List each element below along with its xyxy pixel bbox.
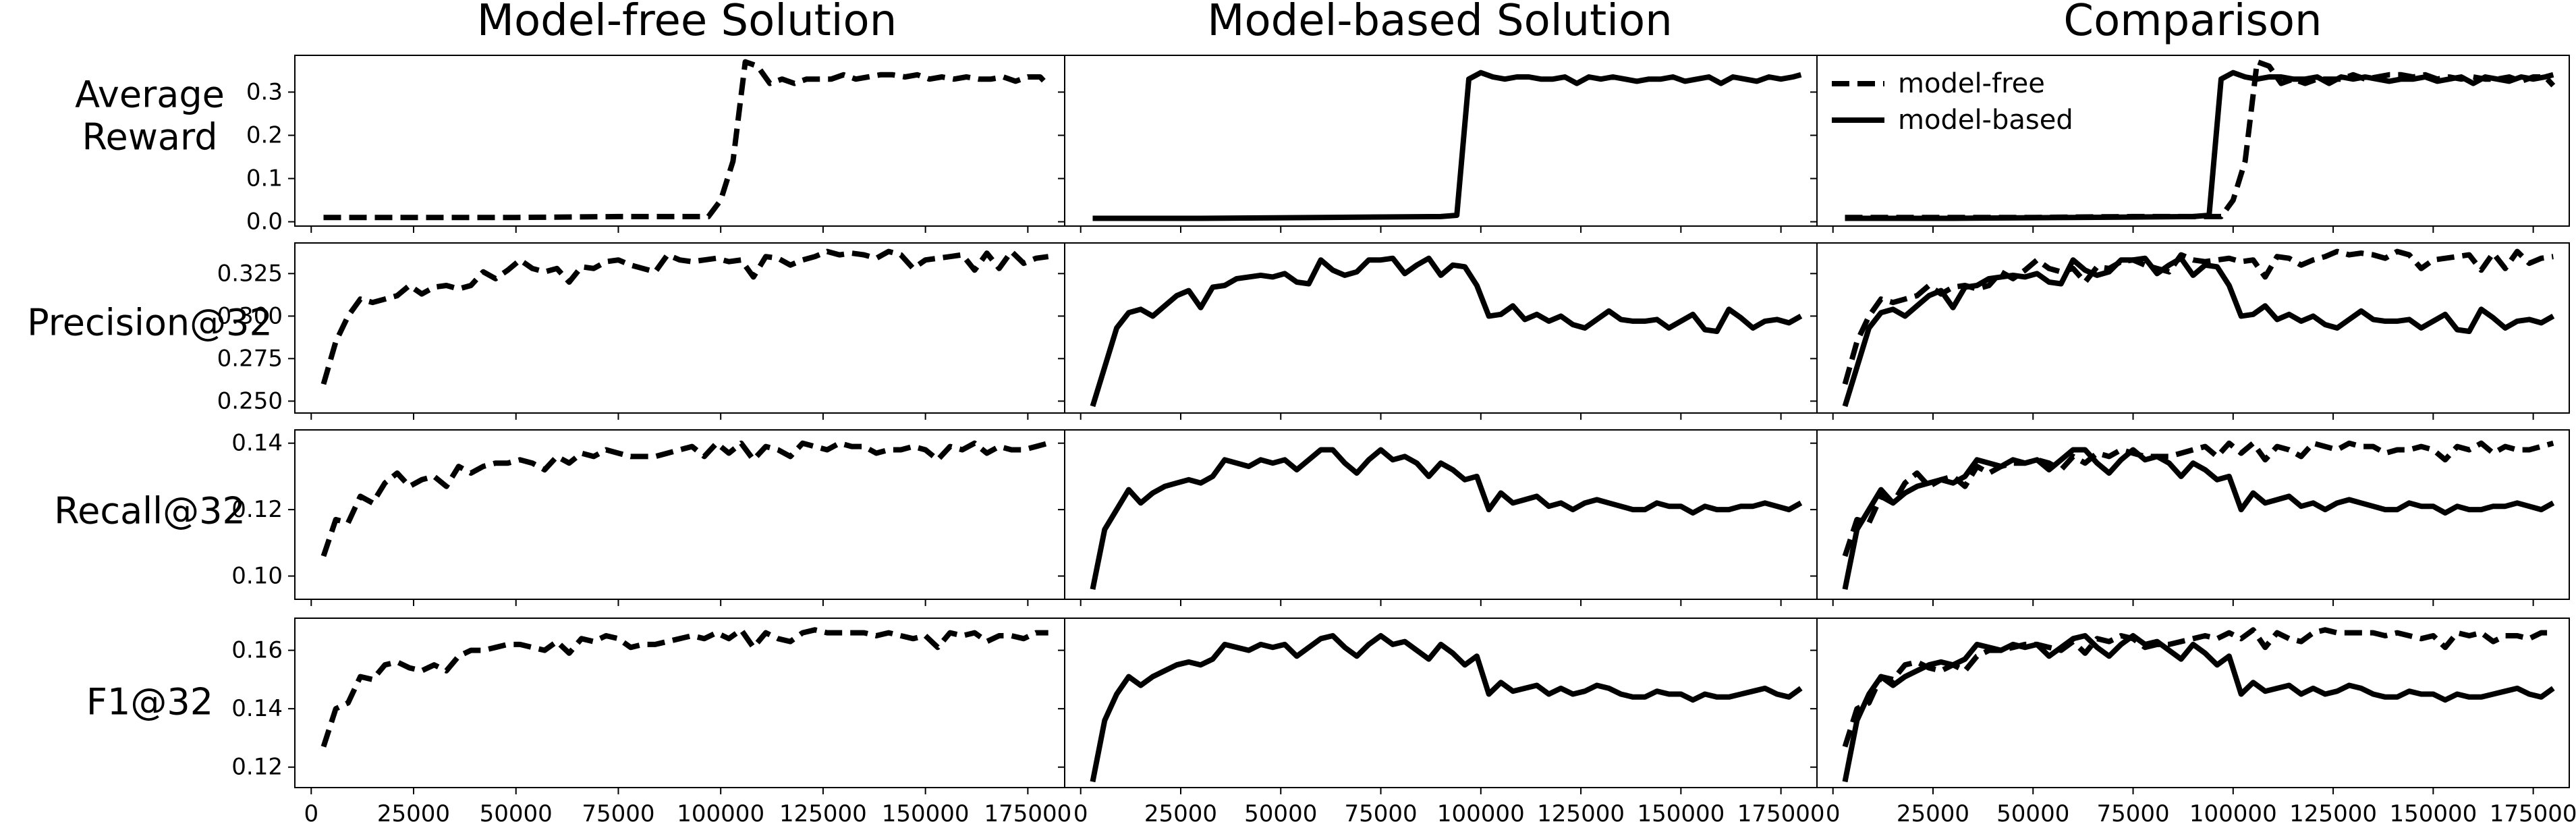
y-tick-label: 0.2 [246, 121, 283, 148]
panel-r3-c1: 0.10 0.12 0.14 [231, 429, 1065, 606]
model-free-series-line [320, 440, 1049, 557]
panel-r3-c2 [1058, 429, 1818, 606]
y-tick-label: 0.12 [231, 496, 283, 523]
legend: model-free model-based [1832, 68, 2073, 136]
panel-r2-c1: 0.250 0.275 0.300 0.325 [217, 242, 1065, 420]
panel-r2-c2 [1058, 242, 1818, 420]
panel-frame [1816, 618, 2570, 788]
panel-grid: 0.00.10.20.3 model-freemodel-based0.2500.… [217, 55, 2576, 822]
model-based-series-line [1842, 633, 2555, 783]
x-tick-label: 150000 [2389, 800, 2477, 822]
panel-r1-c2 [1058, 55, 1818, 233]
x-tick-label: 75000 [582, 800, 654, 822]
row-label-1-line-2: Reward [82, 116, 217, 159]
panel-frame [294, 242, 1065, 414]
y-tick-label: 0.1 [246, 165, 283, 192]
x-tick-label: 25000 [377, 800, 450, 822]
panel-frame [1816, 429, 2570, 600]
model-free-series-line [320, 248, 1049, 385]
model-free-series-line [320, 627, 1048, 748]
panel-r4-c3: 0 25000 50000 75000 100000 125000 150000 175000 [1810, 618, 2576, 822]
panel-frame [1064, 429, 1818, 600]
panel-frame [1816, 242, 2570, 414]
y-tick-label: 0.3 [246, 78, 283, 105]
y-tick-label: 0.300 [217, 302, 283, 329]
x-tick-label: 75000 [2096, 800, 2169, 822]
y-tick-label: 0.10 [231, 563, 283, 590]
x-tick-label: 100000 [2189, 800, 2277, 822]
x-tick-label: 50000 [480, 800, 553, 822]
x-tick-label: 175000 [1737, 800, 1825, 822]
x-tick-label: 125000 [1537, 800, 1625, 822]
legend-label-model-free: model-free [1898, 68, 2045, 99]
legend-label-model-based: model-based [1898, 105, 2073, 136]
y-tick-label: 0.0 [246, 209, 283, 236]
panel-frame [1064, 55, 1818, 227]
row-label-4-line-1: F1@32 [86, 681, 213, 723]
panel-r1-c1: 0.0 0.1 0.2 0.3 [246, 55, 1065, 236]
y-tick-label: 0.275 [217, 345, 283, 372]
y-tick-label: 0.12 [231, 754, 283, 781]
x-tick-label: 175000 [984, 800, 1071, 822]
x-tick-label: 150000 [882, 800, 970, 822]
column-title-3: Comparison [2063, 0, 2322, 46]
model-based-series-line [1092, 70, 1802, 221]
model-based-series-line [1090, 633, 1803, 783]
panel-r1-c3: model-free model-based [1810, 55, 2570, 233]
panel-r3-c3 [1810, 429, 2570, 606]
x-tick-label: 125000 [2289, 800, 2377, 822]
x-tick-label: 150000 [1637, 800, 1725, 822]
x-tick-label: 50000 [1996, 800, 2069, 822]
x-tick-label: 25000 [1144, 800, 1217, 822]
y-tick-label: 0.14 [231, 430, 283, 457]
model-free-series-line [1842, 440, 2554, 557]
model-free-series-line [323, 59, 1051, 221]
model-based-series-line [1090, 447, 1803, 590]
panel-r4-c1: 0 25000 50000 75000 100000 125000 150000 175000… [231, 618, 1071, 822]
x-tick-label: 100000 [1437, 800, 1525, 822]
column-titles: Model-free Solution Model-based Solution C… [477, 0, 2322, 46]
column-title-2: Model-based Solution [1207, 0, 1673, 46]
x-tick-label: 75000 [1344, 800, 1417, 822]
x-tick-label: 0 [1826, 800, 1841, 822]
model-based-series-line [1090, 255, 1803, 408]
y-tick-label: 0.14 [231, 695, 283, 722]
x-tick-label: 125000 [779, 800, 867, 822]
panel-frame [294, 618, 1065, 788]
panel-r2-c3 [1810, 242, 2570, 420]
y-tick-label: 0.16 [231, 637, 283, 664]
x-tick-label: 0 [1073, 800, 1088, 822]
x-tick-label: 175000 [2490, 800, 2576, 822]
row-label-3-line-1: Recall@32 [54, 490, 246, 532]
column-title-1: Model-free Solution [477, 0, 897, 46]
y-tick-label: 0.325 [217, 260, 283, 287]
y-tick-label: 0.250 [217, 387, 283, 414]
x-tick-label: 25000 [1897, 800, 1969, 822]
x-tick-label: 50000 [1244, 800, 1317, 822]
x-tick-label: 100000 [677, 800, 764, 822]
panel-frame [294, 429, 1065, 600]
model-free-series-line [1842, 627, 2554, 748]
x-tick-label: 0 [304, 800, 318, 822]
panel-r4-c2: 0 25000 50000 75000 100000 125000 150000 175000 [1058, 618, 1825, 822]
panel-frame [1816, 55, 2570, 227]
row-label-2-line-1: Precision@32 [27, 302, 273, 344]
row-label-1-line-1: Average [75, 74, 225, 116]
panel-frame [294, 55, 1065, 227]
model-based-series-line [1842, 255, 2555, 408]
model-based-series-line [1845, 70, 2554, 221]
model-based-series-line [1842, 447, 2555, 590]
